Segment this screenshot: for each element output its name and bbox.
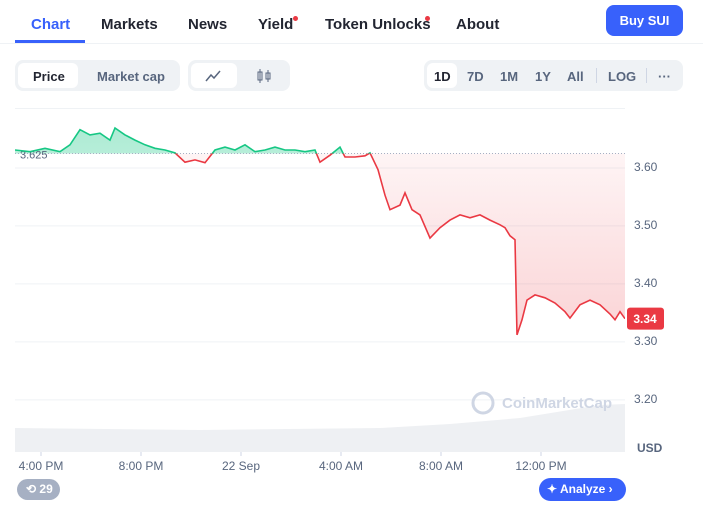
- line-icon: [205, 70, 221, 82]
- tab[interactable]: About: [456, 16, 500, 33]
- x-tick-label: 8:00 PM: [119, 459, 164, 473]
- range-option[interactable]: 1Y: [535, 69, 551, 84]
- baseline-label: 3.625: [20, 149, 48, 161]
- x-tick-label: 8:00 AM: [419, 459, 463, 473]
- notification-dot: [425, 16, 430, 21]
- divider: [0, 43, 703, 44]
- separator: [646, 68, 647, 83]
- y-tick-label: 3.30: [634, 334, 658, 348]
- area-down: [15, 153, 625, 335]
- tab[interactable]: Chart: [31, 16, 71, 33]
- tab[interactable]: Token Unlocks: [325, 16, 431, 33]
- price-line-up: [15, 126, 372, 154]
- volume-area: [15, 404, 625, 452]
- separator: [596, 68, 597, 83]
- x-tick-label: 12:00 PM: [515, 459, 566, 473]
- tab[interactable]: Yield: [258, 16, 294, 33]
- toggle-group: Price Market cap: [15, 60, 180, 91]
- notification-dot: [293, 16, 298, 21]
- active-tab-underline: [15, 40, 85, 43]
- range-option[interactable]: 7D: [467, 69, 484, 84]
- buy-button[interactable]: Buy SUI: [606, 5, 683, 36]
- history-count: 29: [39, 482, 53, 496]
- range-option[interactable]: All: [567, 69, 584, 84]
- history-badge[interactable]: ⟲ 29: [17, 479, 60, 500]
- candle-icon[interactable]: [256, 68, 272, 84]
- y-tick-label: 3.20: [634, 392, 658, 406]
- analyze-label: Analyze: [559, 482, 606, 496]
- range-option[interactable]: LOG: [608, 69, 637, 84]
- area-up: [15, 128, 371, 154]
- tab[interactable]: Markets: [101, 16, 158, 33]
- watermark: CoinMarketCap: [502, 395, 612, 412]
- analyze-button[interactable]: ✦ Analyze ›: [539, 478, 626, 501]
- x-tick-label: 4:00 AM: [319, 459, 363, 473]
- range-option[interactable]: 1M: [500, 69, 519, 84]
- toggle[interactable]: Price: [33, 69, 65, 84]
- range-option[interactable]: ···: [658, 69, 671, 84]
- current-price-label: 3.34: [633, 312, 657, 326]
- range-option[interactable]: 1D: [434, 69, 451, 84]
- y-tick-label: 3.50: [634, 218, 658, 232]
- plot-top: [15, 108, 625, 109]
- price-line-down: [174, 153, 625, 336]
- active-toggle: [18, 63, 78, 88]
- y-tick-label: 3.60: [634, 160, 658, 174]
- y-unit: USD: [637, 441, 663, 455]
- chart-style-group: [188, 60, 290, 91]
- active-style[interactable]: [191, 63, 237, 88]
- toggle[interactable]: Market cap: [97, 69, 165, 84]
- watermark-logo: [471, 391, 495, 415]
- x-tick-label: 4:00 PM: [19, 459, 64, 473]
- current-price-tag: [627, 307, 664, 330]
- x-tick-label: 22 Sep: [222, 459, 260, 473]
- range-group: 1D 7D 1M 1Y All LOG ···: [424, 60, 683, 91]
- y-tick-label: 3.40: [634, 276, 658, 290]
- active-range: [427, 63, 457, 88]
- tab[interactable]: News: [188, 16, 228, 33]
